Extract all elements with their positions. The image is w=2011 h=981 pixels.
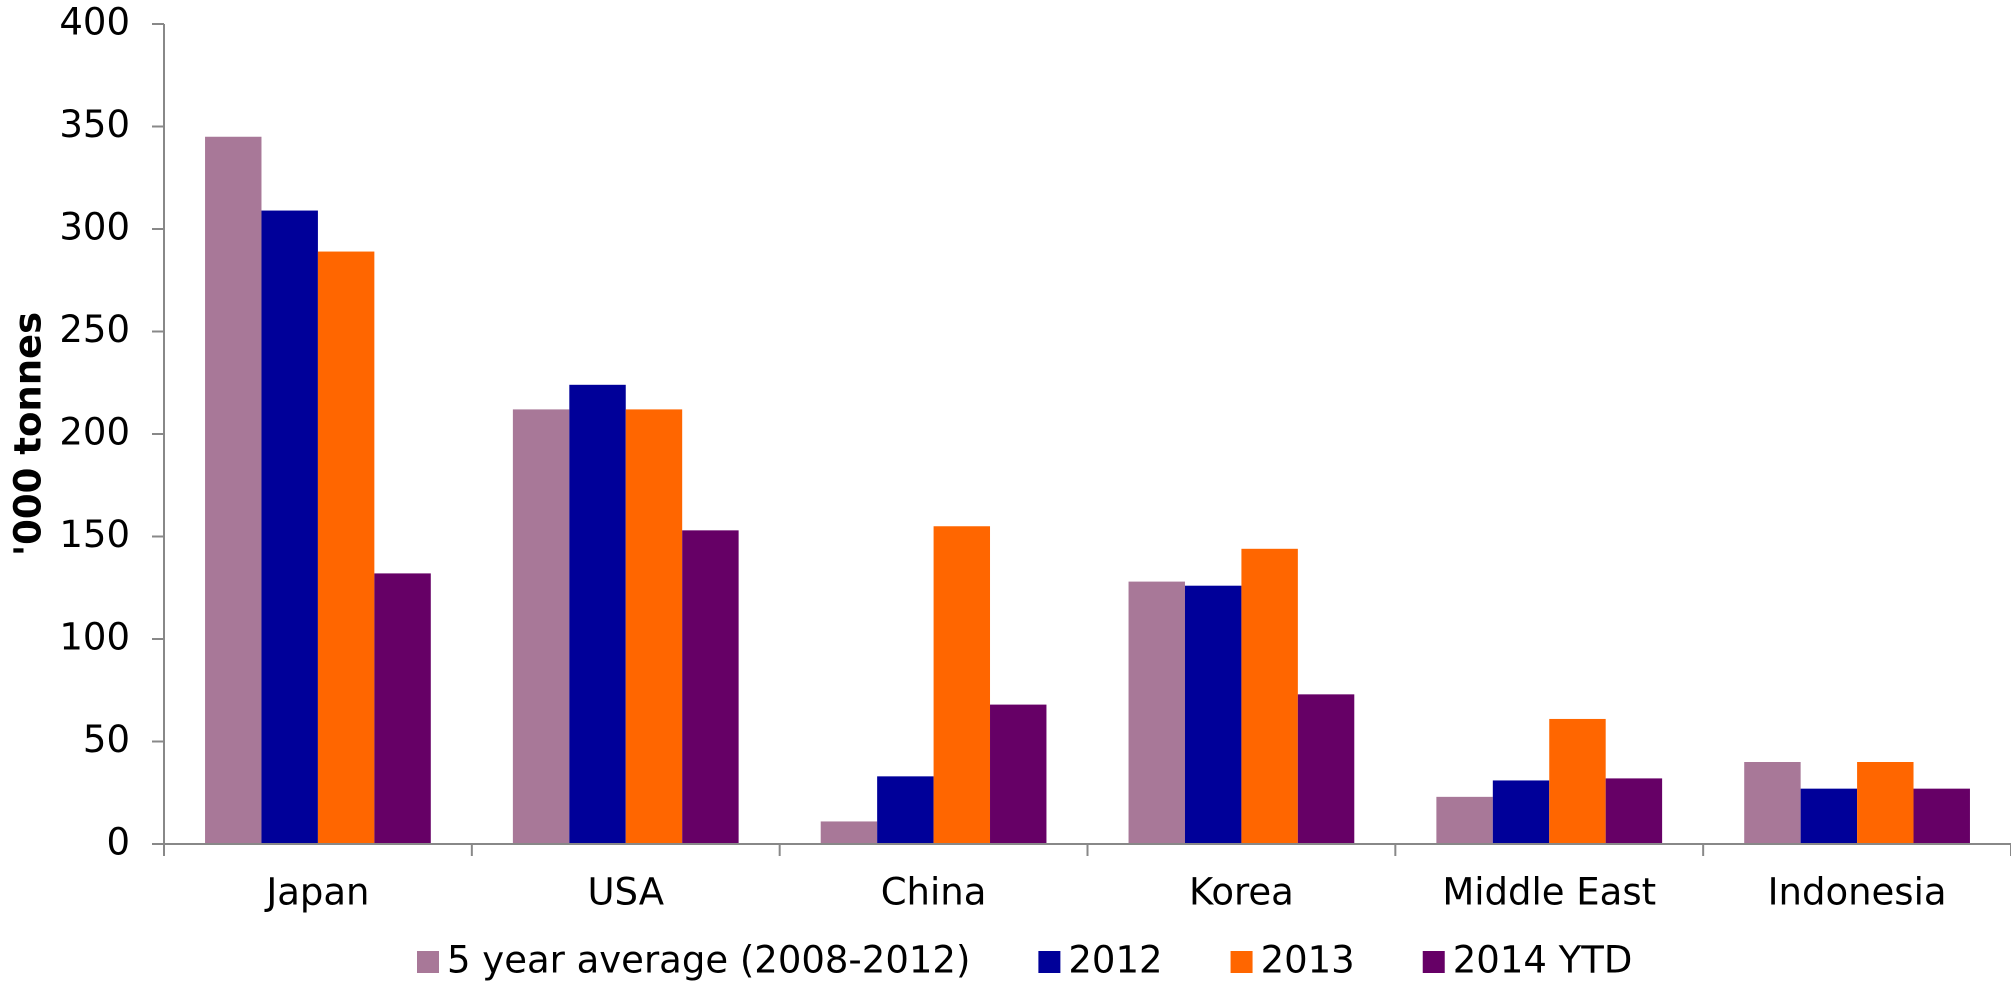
bar (933, 526, 991, 844)
bar (1241, 548, 1298, 844)
x-tick-label: USA (587, 871, 664, 914)
bar (261, 210, 318, 845)
y-tick-label: 50 (83, 718, 130, 761)
bar (1857, 762, 1914, 844)
bar (1297, 694, 1355, 844)
bar (1913, 788, 1970, 844)
bar (990, 704, 1047, 844)
bar (1549, 718, 1606, 844)
legend-swatch (1230, 951, 1253, 973)
legend-swatch (1038, 951, 1061, 973)
bar (625, 409, 683, 844)
bar (374, 573, 431, 844)
x-tick-label: Japan (264, 871, 369, 914)
legend-label: 2012 (1068, 939, 1162, 981)
bar (1800, 788, 1858, 844)
y-tick-label: 350 (59, 103, 130, 146)
bar (569, 384, 626, 844)
legend-label: 5 year average (2008-2012) (447, 939, 970, 981)
y-axis-title: '000 tonnes (7, 312, 50, 556)
bar (512, 409, 570, 844)
y-tick-label: 150 (59, 513, 130, 556)
y-tick-label: 100 (59, 616, 130, 659)
bar (1128, 581, 1185, 844)
legend-swatch (1422, 951, 1445, 973)
x-tick-label: Korea (1189, 871, 1294, 914)
bar (820, 821, 878, 844)
bar (317, 251, 375, 845)
bar (1744, 762, 1801, 844)
y-tick-label: 200 (59, 411, 130, 454)
legend-label: 2014 YTD (1453, 939, 1633, 981)
x-tick-label: China (881, 871, 987, 914)
x-tick-label: Middle East (1442, 871, 1656, 914)
y-tick-label: 0 (106, 821, 130, 864)
y-tick-label: 400 (59, 1, 130, 44)
y-tick-label: 300 (59, 206, 130, 249)
bar (1436, 796, 1493, 844)
legend-label: 2013 (1261, 939, 1355, 981)
bar (682, 530, 739, 844)
bar (205, 136, 262, 844)
bar (877, 776, 934, 844)
legend-swatch (417, 951, 439, 973)
bar (1184, 585, 1242, 844)
bar (1605, 778, 1663, 844)
x-tick-label: Indonesia (1768, 871, 1947, 914)
bar (1492, 780, 1550, 844)
y-tick-label: 250 (59, 308, 130, 351)
